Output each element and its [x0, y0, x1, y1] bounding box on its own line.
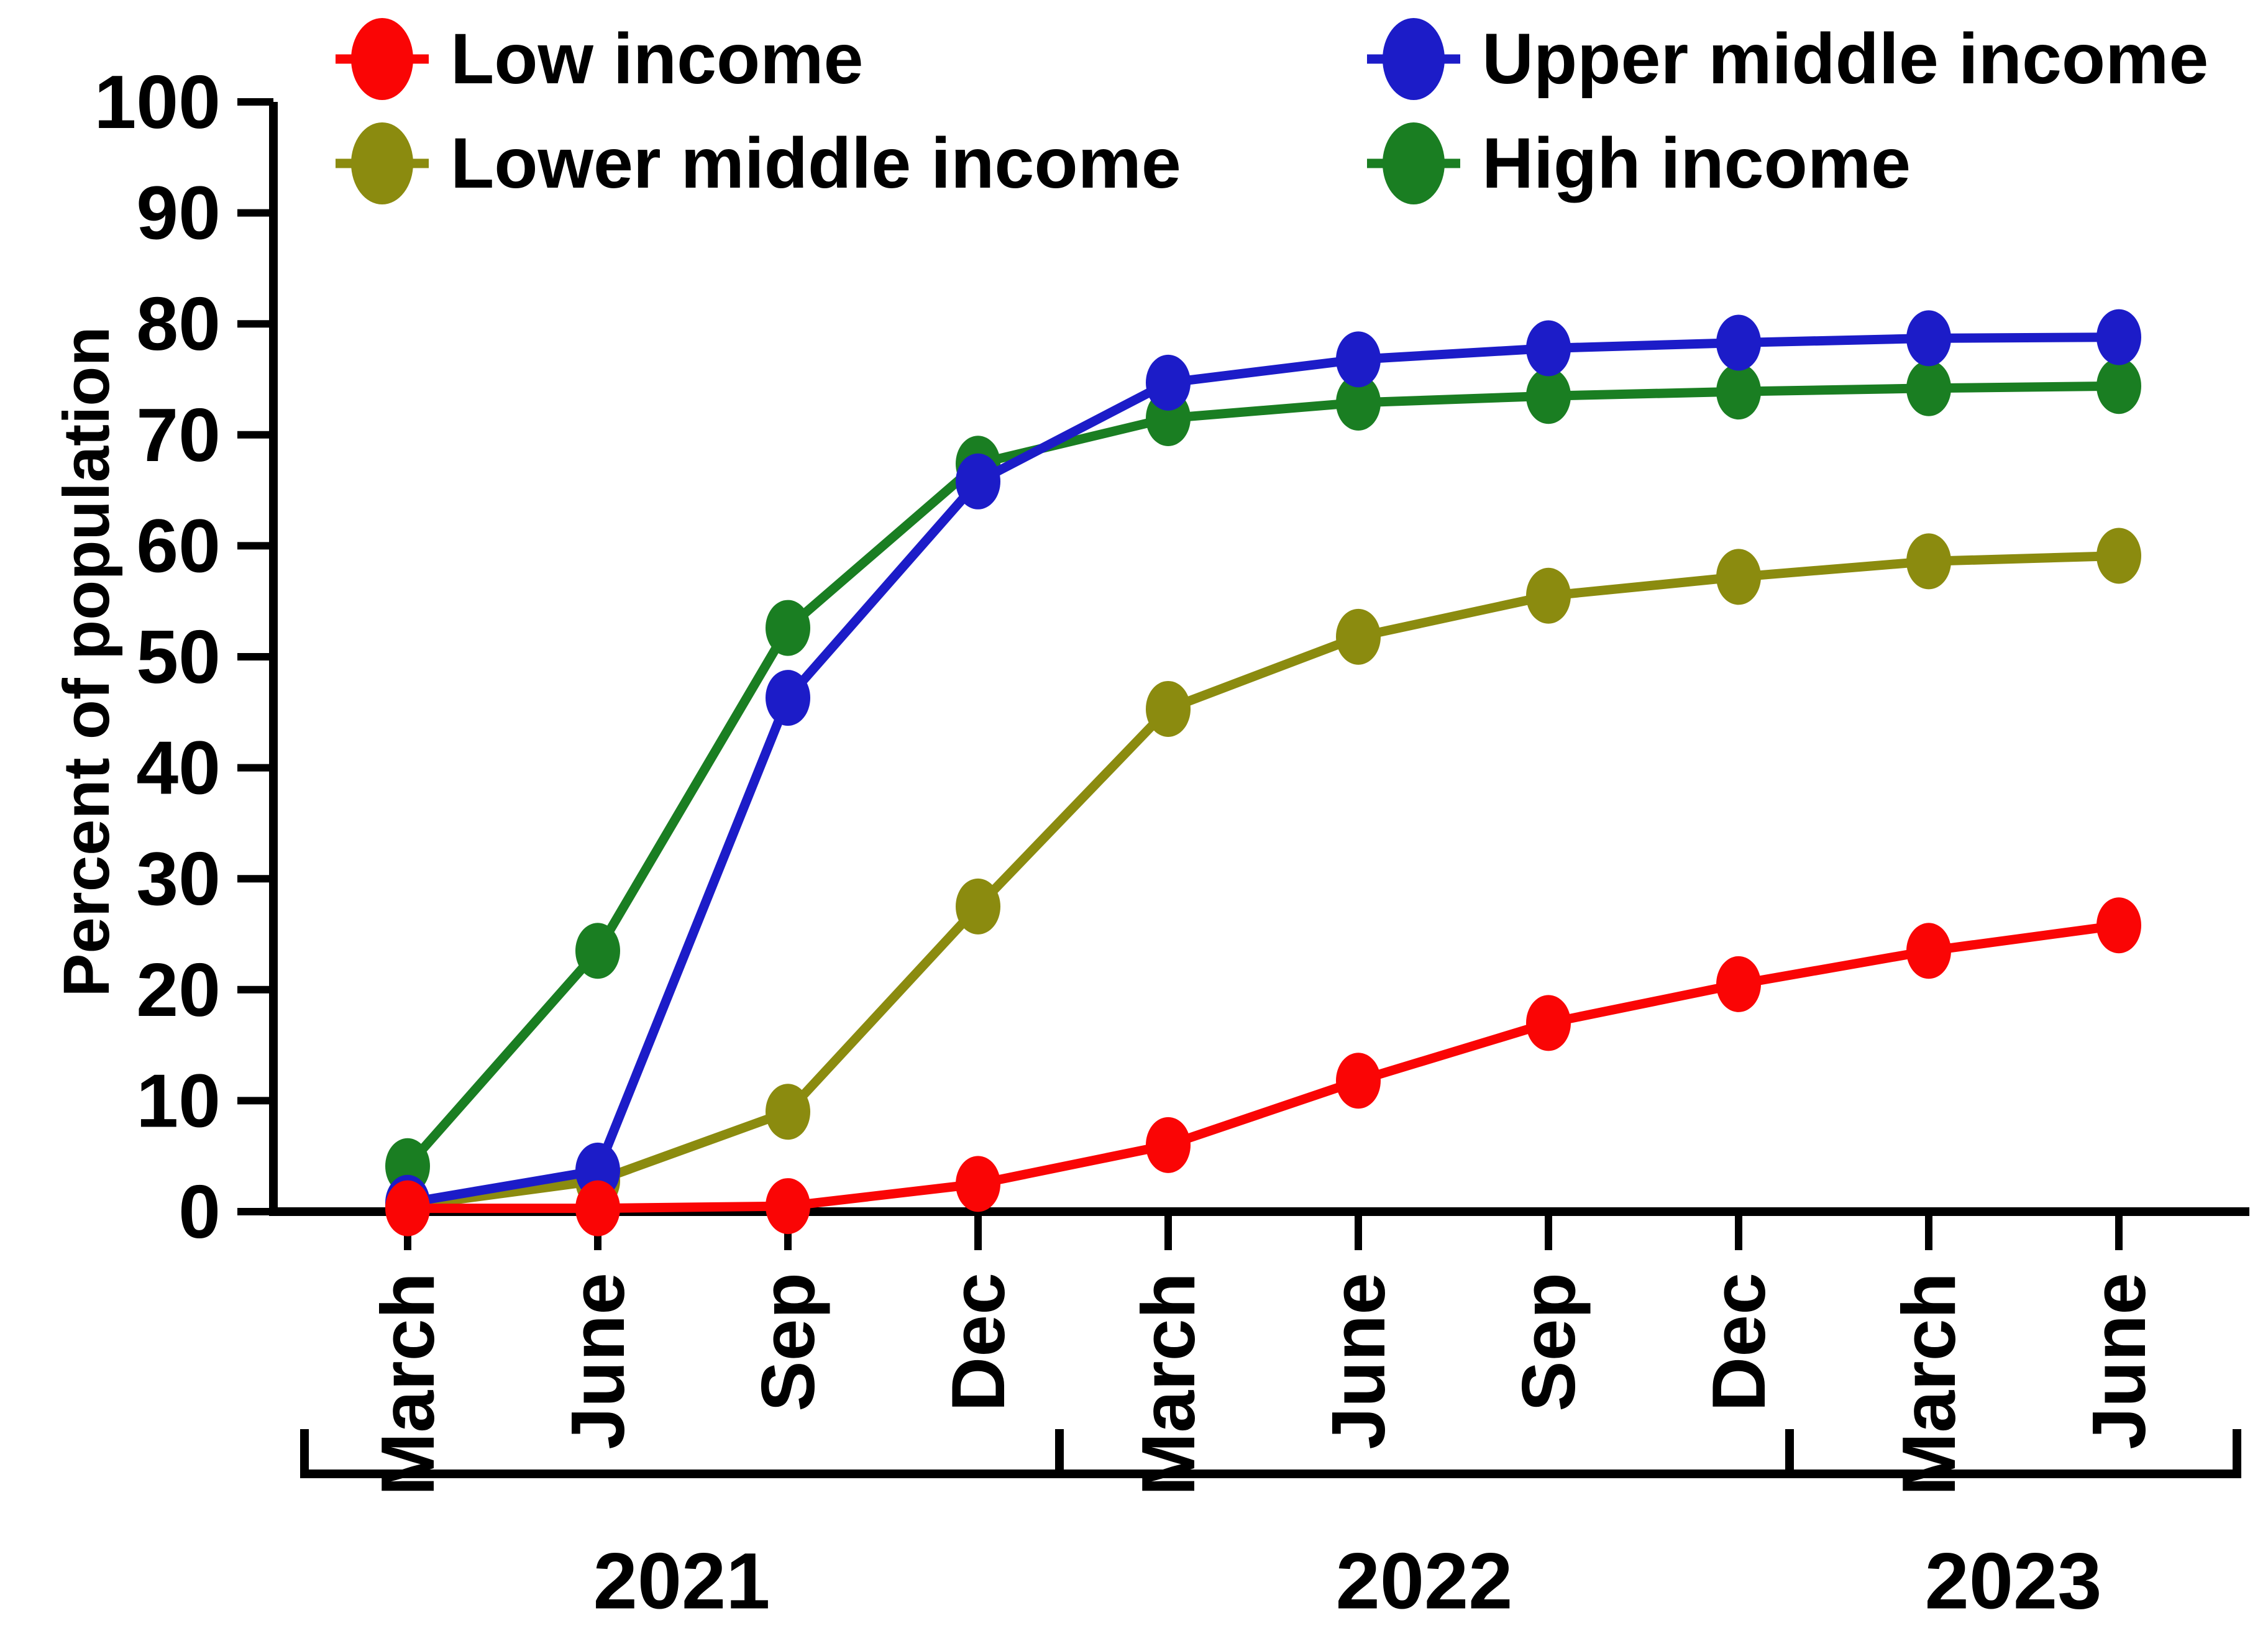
data-point — [1716, 314, 1761, 371]
y-tick-label: 10 — [136, 1058, 221, 1143]
year-label-2021: 2021 — [593, 1537, 770, 1626]
y-tick-label: 50 — [136, 615, 221, 699]
x-tick-label: June — [2077, 1273, 2161, 1450]
x-tick-label: Sep — [746, 1273, 830, 1412]
data-point — [1716, 549, 1761, 605]
data-point — [1336, 331, 1381, 388]
data-point — [2097, 528, 2141, 584]
series-line — [408, 920, 2119, 1214]
year-label-2022: 2022 — [1335, 1537, 1513, 1626]
x-tick-label: March — [1126, 1273, 1210, 1496]
data-point — [1336, 375, 1381, 431]
data-point — [766, 670, 810, 726]
x-tick-label: March — [1886, 1273, 1971, 1496]
data-point — [956, 1156, 1000, 1212]
x-tick-label: Dec — [936, 1273, 1020, 1412]
data-point — [1906, 923, 1951, 979]
x-tick-label: Dec — [1696, 1273, 1781, 1412]
data-point — [1336, 608, 1381, 665]
x-tick-label: Sep — [1506, 1273, 1591, 1412]
data-point — [1526, 567, 1571, 624]
y-tick-label: 40 — [136, 726, 221, 810]
year-bracket — [1785, 1429, 2241, 1478]
data-point — [766, 600, 810, 656]
data-point — [1716, 956, 1761, 1012]
data-point — [2097, 309, 2141, 365]
data-point — [1146, 680, 1191, 737]
high-income-marker-icon — [1367, 117, 1460, 210]
legend-label: Low income — [450, 19, 864, 99]
x-tick-label: June — [1316, 1273, 1401, 1450]
legend-item-upper-middle-income: Upper middle income — [1367, 12, 2208, 106]
data-point — [1336, 1053, 1381, 1109]
y-axis-title: Percent of population — [50, 326, 123, 997]
lower-middle-income-marker-icon — [336, 117, 429, 210]
y-tick-label: 100 — [94, 60, 221, 144]
data-point — [956, 878, 1000, 935]
data-point — [1906, 310, 1951, 367]
y-tick-label: 80 — [136, 281, 221, 366]
legend-item-lower-middle-income: Lower middle income — [336, 117, 1181, 210]
y-tick-label: 60 — [136, 503, 221, 588]
data-point — [1526, 320, 1571, 377]
data-point — [2097, 897, 2141, 954]
legend-label: Lower middle income — [450, 124, 1181, 203]
data-point — [1146, 354, 1191, 411]
data-point — [1716, 363, 1761, 420]
data-point — [1526, 368, 1571, 424]
y-tick-label: 20 — [136, 948, 221, 1032]
y-tick-label: 70 — [136, 393, 221, 477]
data-point — [766, 1178, 810, 1235]
data-point — [956, 453, 1000, 510]
upper-middle-income-marker-icon — [1367, 12, 1460, 106]
y-tick-label: 90 — [136, 171, 221, 255]
data-point — [575, 923, 620, 979]
legend-item-low-income: Low income — [336, 12, 864, 106]
legend-item-high-income: High income — [1367, 117, 1911, 210]
data-point — [766, 1084, 810, 1140]
data-point — [1526, 995, 1571, 1051]
x-tick-label: June — [556, 1273, 640, 1450]
x-tick-label: March — [365, 1273, 450, 1496]
data-point — [2097, 358, 2141, 414]
series-line — [407, 551, 2119, 1211]
data-point — [1906, 533, 1951, 590]
data-point — [1906, 360, 1951, 416]
legend-label: High income — [1482, 124, 1911, 203]
y-tick-label: 0 — [178, 1169, 221, 1254]
series-line — [404, 381, 2119, 1169]
year-label-2023: 2023 — [1924, 1537, 2102, 1626]
series-line — [406, 332, 2119, 1208]
data-point — [385, 1180, 430, 1236]
low-income-marker-icon — [336, 12, 429, 106]
y-tick-label: 30 — [136, 836, 221, 921]
data-point — [575, 1180, 620, 1236]
legend-label: Upper middle income — [1482, 19, 2209, 99]
data-point — [1146, 1117, 1191, 1173]
